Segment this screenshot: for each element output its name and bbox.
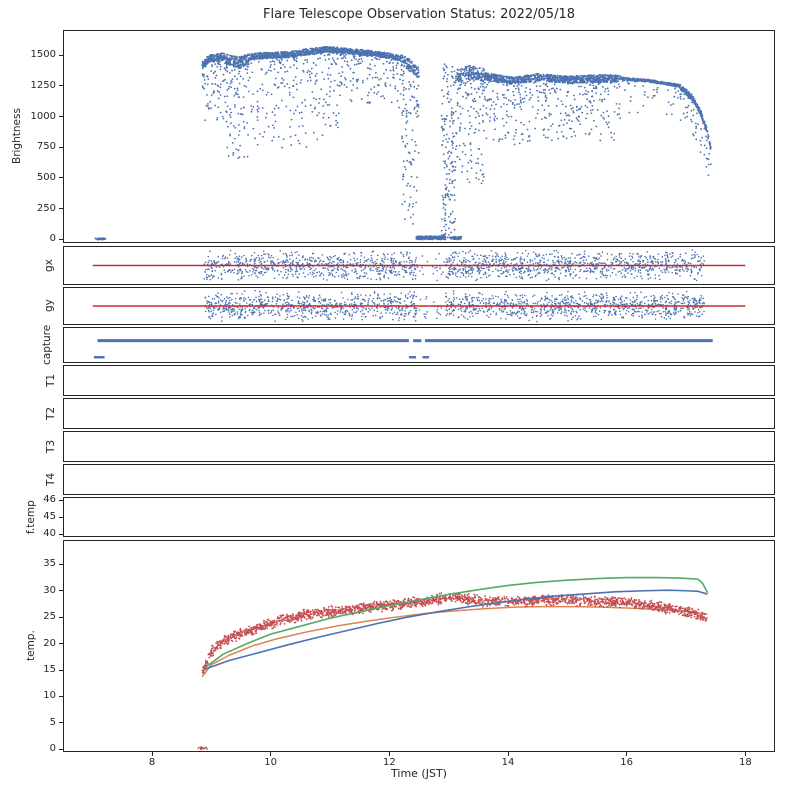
y-tick-label-brightness-500: 500 [36,171,56,183]
y-tick-mark [59,533,63,535]
y-tick-mark [59,563,63,565]
ftemp-plot [63,497,775,537]
y-tick-label-temp-25: 25 [43,611,56,623]
y-tick-mark [59,116,63,118]
capture-plot [63,327,775,363]
y-tick-mark [59,748,63,750]
y-tick-mark [59,669,63,671]
y-axis-label-gy: gy [43,299,55,313]
y-axis-label-capture: capture [41,324,53,366]
y-tick-label-temp-20: 20 [43,637,56,649]
y-tick-mark [59,146,63,148]
y-tick-mark [59,208,63,210]
y-tick-label-ftemp-45: 45 [43,511,56,522]
y-tick-mark [59,499,63,501]
y-tick-mark [59,85,63,87]
x-tick-mark [626,752,628,756]
panel-temp [63,540,775,752]
y-tick-label-brightness-1500: 1500 [30,49,56,61]
x-axis-label: Time (JST) [391,767,447,780]
y-tick-mark [59,54,63,56]
y-tick-mark [59,590,63,592]
x-tick-mark [388,752,390,756]
y-tick-label-temp-30: 30 [43,584,56,596]
t3-plot [63,431,775,462]
y-tick-label-temp-0: 0 [49,743,56,755]
panel-capture [63,327,775,363]
brightness-plot [63,30,775,243]
x-tick-mark [507,752,509,756]
y-tick-mark [59,616,63,618]
y-tick-label-brightness-750: 750 [36,141,56,153]
t2-plot [63,398,775,429]
y-tick-label-temp-10: 10 [43,690,56,702]
y-tick-mark [59,695,63,697]
panel-t2 [63,398,775,429]
y-axis-label-t2: T2 [45,406,57,421]
panel-ftemp [63,497,775,537]
y-tick-label-brightness-1250: 1250 [30,79,56,91]
y-tick-label-temp-5: 5 [49,716,56,728]
t1-plot [63,365,775,396]
temp-plot [63,540,775,752]
x-tick-label-18: 18 [738,757,752,768]
y-axis-label-t4: T4 [45,472,57,487]
x-tick-label-16: 16 [620,757,634,768]
x-tick-label-12: 12 [382,757,396,768]
x-tick-label-10: 10 [264,757,278,768]
y-axis-label-gx: gx [43,259,55,272]
y-tick-label-brightness-250: 250 [36,202,56,214]
y-tick-mark [59,238,63,240]
gy-plot [63,287,775,325]
x-tick-label-8: 8 [148,757,156,768]
y-tick-label-brightness-0: 0 [49,233,56,245]
x-tick-mark [744,752,746,756]
chart-title: Flare Telescope Observation Status: 2022… [263,7,575,22]
y-tick-mark [59,722,63,724]
y-tick-mark [59,516,63,518]
y-axis-label-t3: T3 [45,439,57,454]
t4-plot [63,464,775,495]
y-tick-label-ftemp-46: 46 [43,494,56,506]
y-tick-label-temp-15: 15 [43,664,56,676]
gx-plot [63,246,775,285]
y-tick-label-ftemp-40: 40 [43,528,56,540]
y-axis-label-t1: T1 [45,373,57,388]
y-tick-mark [59,177,63,179]
y-tick-label-temp-35: 35 [43,558,56,570]
panel-t1 [63,365,775,396]
panel-t3 [63,431,775,462]
panel-t4 [63,464,775,495]
y-tick-mark [59,643,63,645]
panel-brightness [63,30,775,243]
x-tick-mark [270,752,272,756]
panel-gx [63,246,775,285]
y-tick-label-brightness-1000: 1000 [30,110,56,122]
x-tick-label-14: 14 [501,757,515,768]
panel-gy [63,287,775,325]
x-tick-mark [151,752,153,756]
